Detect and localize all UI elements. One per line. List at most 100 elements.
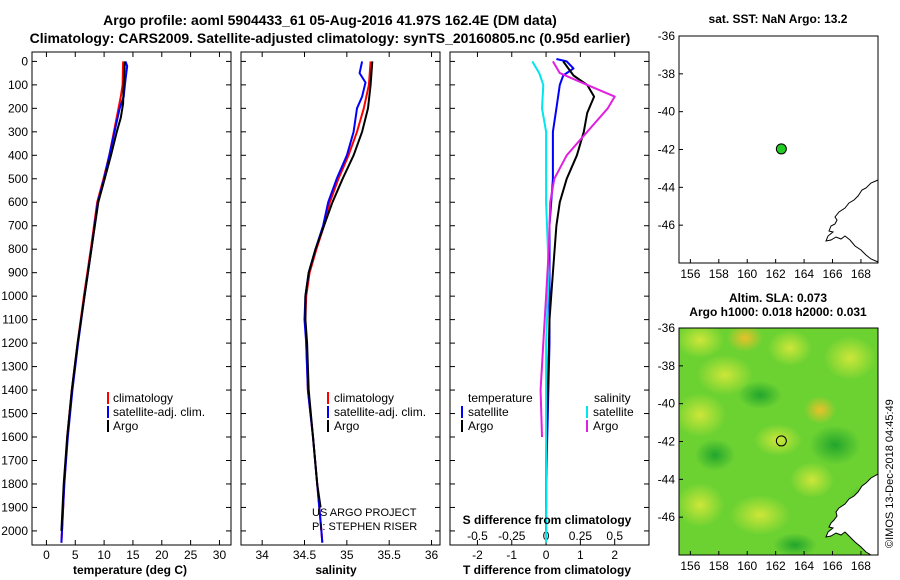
pressure-tick-label: 700 [8, 219, 28, 233]
difference-legend: temperature satellite Argo salinity sate… [461, 391, 634, 433]
sla-low-patch [695, 439, 735, 471]
argo-float-location-marker [775, 143, 787, 155]
pressure-tick-label: 100 [8, 78, 28, 92]
temperature-x-tick-label: 30 [213, 548, 227, 562]
altimetry-map-lon-tick-label: 160 [737, 559, 757, 573]
location-map-lon-tick-label: 168 [851, 267, 871, 281]
legend-satellite-label: satellite-adj. clim. [113, 405, 205, 419]
land-mask-new-zealand [825, 473, 878, 555]
sla-high-patch [679, 328, 724, 358]
pressure-tick-label: 1400 [1, 383, 28, 397]
salinity-series-argo [304, 61, 374, 508]
sla-high-patch [697, 355, 753, 395]
salinity-x-tick-label: 34 [255, 548, 269, 562]
altimetry-map-lat-tick-label: -46 [658, 510, 676, 524]
sla-high-patch [727, 328, 763, 352]
salinity-x-tick-label: 35 [340, 548, 354, 562]
difference-panel-frame [449, 51, 650, 546]
sla-low-patch [809, 425, 861, 465]
sla-high-patch [790, 462, 834, 498]
s-difference-tick-label: 0.5 [606, 529, 623, 543]
location-map-lat-tick-label: -38 [658, 67, 676, 81]
pressure-tick-label: 1300 [1, 360, 28, 374]
map-title: sat. SST: NaN Argo: 13.2 [709, 12, 848, 26]
temperature-panel-frame [31, 51, 232, 546]
legend-s-satellite-label: satellite [593, 405, 634, 419]
difference-x-tick-label: -2 [472, 548, 483, 562]
altimetry-map-lat-tick-label: -42 [658, 435, 676, 449]
pressure-tick-label: 800 [8, 242, 28, 256]
argo-float-location-marker [775, 435, 787, 447]
legend-salinity-title: salinity [594, 391, 631, 405]
pressure-tick-label: 200 [8, 101, 28, 115]
pressure-tick-label: 1100 [2, 313, 28, 327]
location-map-lon-tick-label: 158 [709, 267, 729, 281]
altimetry-title-line1: Altim. SLA: 0.073 [729, 291, 827, 305]
altimetry-map-lat-tick-label: -38 [658, 359, 676, 373]
sla-low-patch [738, 381, 782, 409]
altimetry-map-lon-tick-label: 156 [680, 559, 700, 573]
imos-credit: ©IMOS 13-Dec-2018 04:45:49 [884, 399, 896, 548]
sla-high-patch [679, 483, 724, 527]
altimetry-map-lat-tick-label: -40 [658, 397, 676, 411]
temperature-x-tick-label: 0 [43, 548, 50, 562]
temperature-x-tick-label: 15 [126, 548, 140, 562]
chart-title-line2: Climatology: CARS2009. Satellite-adjuste… [29, 30, 631, 46]
temperature-x-tick-label: 20 [155, 548, 169, 562]
legend-temperature-title: temperature [468, 391, 533, 405]
t-difference-axis-label: T difference from climatology [463, 563, 631, 577]
difference-series-s_argo [539, 60, 616, 438]
altimetry-map-lon-tick-label: 166 [822, 559, 842, 573]
location-map-lon-tick-label: 164 [794, 267, 814, 281]
temperature-x-tick-label: 25 [184, 548, 198, 562]
sla-high-patch [824, 336, 876, 380]
chart-title-line1: Argo profile: aoml 5904433_61 05-Aug-201… [103, 12, 557, 28]
sla-high-patch [768, 330, 812, 366]
s-difference-tick-label: -0.5 [467, 529, 488, 543]
legend-satellite-label: satellite-adj. clim. [334, 405, 426, 419]
legend-climatology-label: climatology [334, 391, 394, 405]
sla-heatmap [679, 328, 878, 555]
pressure-tick-label: 500 [8, 172, 28, 186]
salinity-panel-frame [240, 51, 441, 546]
difference-x-tick-label: -1 [506, 548, 517, 562]
s-difference-axis-label: S difference from climatology [463, 513, 632, 527]
temperature-axis-label: temperature (deg C) [73, 563, 187, 577]
pressure-tick-label: 300 [8, 125, 28, 139]
location-map-lat-tick-label: -44 [658, 180, 676, 194]
legend-argo-label: Argo [334, 419, 360, 433]
location-map-lat-tick-label: -46 [658, 218, 676, 232]
altimetry-map-lon-tick-label: 164 [794, 559, 814, 573]
legend-t-argo-label: Argo [468, 419, 494, 433]
difference-x-tick-label: 1 [577, 548, 584, 562]
pressure-tick-label: 1900 [1, 500, 28, 514]
pressure-tick-label: 1500 [1, 407, 28, 421]
location-map-lon-tick-label: 166 [822, 267, 842, 281]
s-difference-tick-label: -0.25 [498, 529, 526, 543]
s-difference-tick-label: 0.25 [569, 529, 593, 543]
project-credit-line1: US ARGO PROJECT [312, 507, 417, 519]
sla-high-patch [804, 396, 836, 424]
location-map-lat-tick-label: -36 [658, 29, 676, 43]
pressure-tick-label: 600 [8, 195, 28, 209]
difference-x-tick-label: 2 [611, 548, 618, 562]
coastline-south-island [825, 179, 879, 263]
pressure-tick-label: 1200 [1, 336, 28, 350]
altimetry-map-lat-tick-label: -44 [658, 472, 676, 486]
difference-series-argo [545, 60, 596, 508]
sla-low-patch [773, 533, 817, 555]
altimetry-map-lon-tick-label: 158 [709, 559, 729, 573]
salinity-axis-label: salinity [315, 563, 357, 577]
temperature-x-tick-label: 10 [97, 548, 111, 562]
pressure-tick-label: 1000 [1, 289, 28, 303]
altimetry-title-line2: Argo h1000: 0.018 h2000: 0.031 [689, 305, 867, 319]
altimetry-map-lat-tick-label: -36 [658, 321, 676, 335]
pressure-tick-label: 1600 [1, 430, 28, 444]
sla-high-patch [679, 393, 726, 437]
location-map-lon-tick-label: 162 [766, 267, 786, 281]
location-map-lon-tick-label: 160 [737, 267, 757, 281]
sla-high-patch [730, 495, 790, 535]
difference-series-s_satellite [531, 60, 550, 543]
temperature-series-argo [60, 61, 126, 531]
